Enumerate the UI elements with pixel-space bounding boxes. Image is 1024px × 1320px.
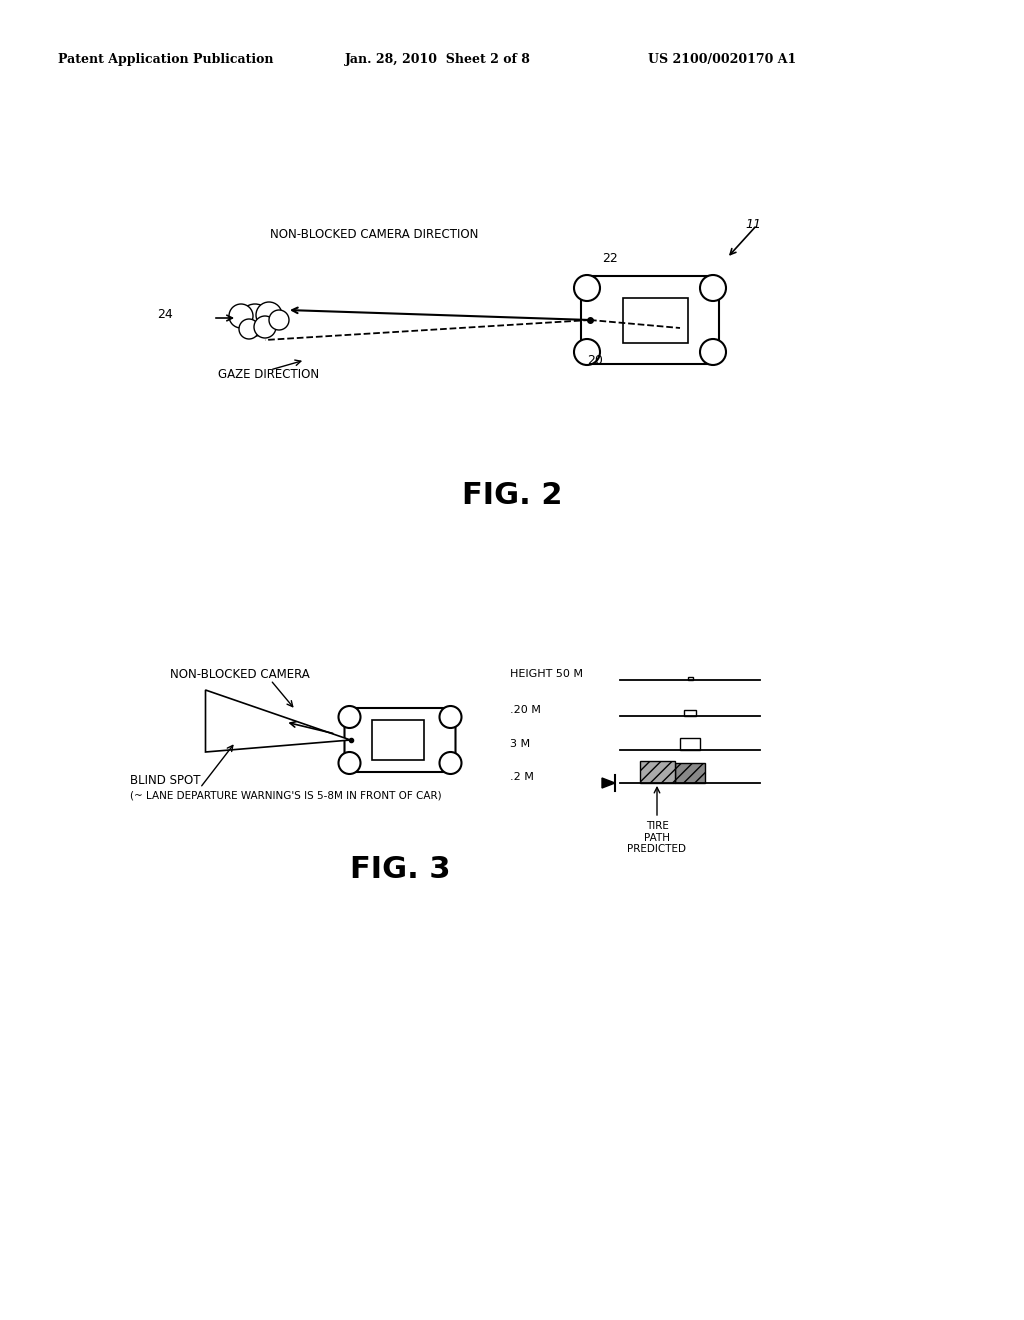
Text: .20 M: .20 M	[510, 705, 541, 715]
Text: Jan. 28, 2010  Sheet 2 of 8: Jan. 28, 2010 Sheet 2 of 8	[345, 54, 530, 66]
Text: TIRE
PATH
PREDICTED: TIRE PATH PREDICTED	[628, 821, 686, 854]
Bar	[372, 719, 424, 760]
Circle shape	[239, 319, 259, 339]
Text: Patent Application Publication: Patent Application Publication	[58, 54, 273, 66]
FancyBboxPatch shape	[344, 708, 456, 772]
Text: 11: 11	[745, 219, 761, 231]
Circle shape	[254, 315, 276, 338]
Text: 22: 22	[602, 252, 617, 264]
Polygon shape	[206, 690, 350, 752]
Text: US 2100/0020170 A1: US 2100/0020170 A1	[648, 54, 797, 66]
Text: BLIND SPOT: BLIND SPOT	[130, 774, 201, 787]
Text: .2 M: .2 M	[510, 772, 534, 781]
Polygon shape	[602, 777, 615, 788]
Text: HEIGHT 50 M: HEIGHT 50 M	[510, 669, 583, 678]
Text: FIG. 3: FIG. 3	[350, 855, 451, 884]
Bar	[675, 763, 705, 783]
Bar	[640, 762, 675, 783]
Text: FIG. 2: FIG. 2	[462, 480, 562, 510]
Circle shape	[239, 304, 271, 337]
Text: 24: 24	[157, 309, 173, 322]
Bar	[680, 738, 700, 750]
Circle shape	[574, 275, 600, 301]
Circle shape	[339, 752, 360, 774]
Circle shape	[574, 339, 600, 366]
Circle shape	[700, 275, 726, 301]
Circle shape	[439, 706, 462, 729]
Circle shape	[269, 310, 289, 330]
FancyBboxPatch shape	[581, 276, 719, 364]
Bar	[623, 297, 687, 342]
Bar	[684, 710, 696, 715]
Text: (~ LANE DEPARTURE WARNING'S IS 5-8M IN FRONT OF CAR): (~ LANE DEPARTURE WARNING'S IS 5-8M IN F…	[130, 789, 441, 800]
Text: 20: 20	[587, 354, 603, 367]
Text: GAZE DIRECTION: GAZE DIRECTION	[218, 368, 319, 381]
Circle shape	[700, 339, 726, 366]
Text: 3 M: 3 M	[510, 739, 530, 748]
Circle shape	[439, 752, 462, 774]
Circle shape	[229, 304, 253, 327]
Circle shape	[339, 706, 360, 729]
Bar	[687, 677, 692, 680]
Text: NON-BLOCKED CAMERA: NON-BLOCKED CAMERA	[170, 668, 309, 681]
Circle shape	[256, 302, 282, 327]
Text: NON-BLOCKED CAMERA DIRECTION: NON-BLOCKED CAMERA DIRECTION	[270, 228, 478, 242]
